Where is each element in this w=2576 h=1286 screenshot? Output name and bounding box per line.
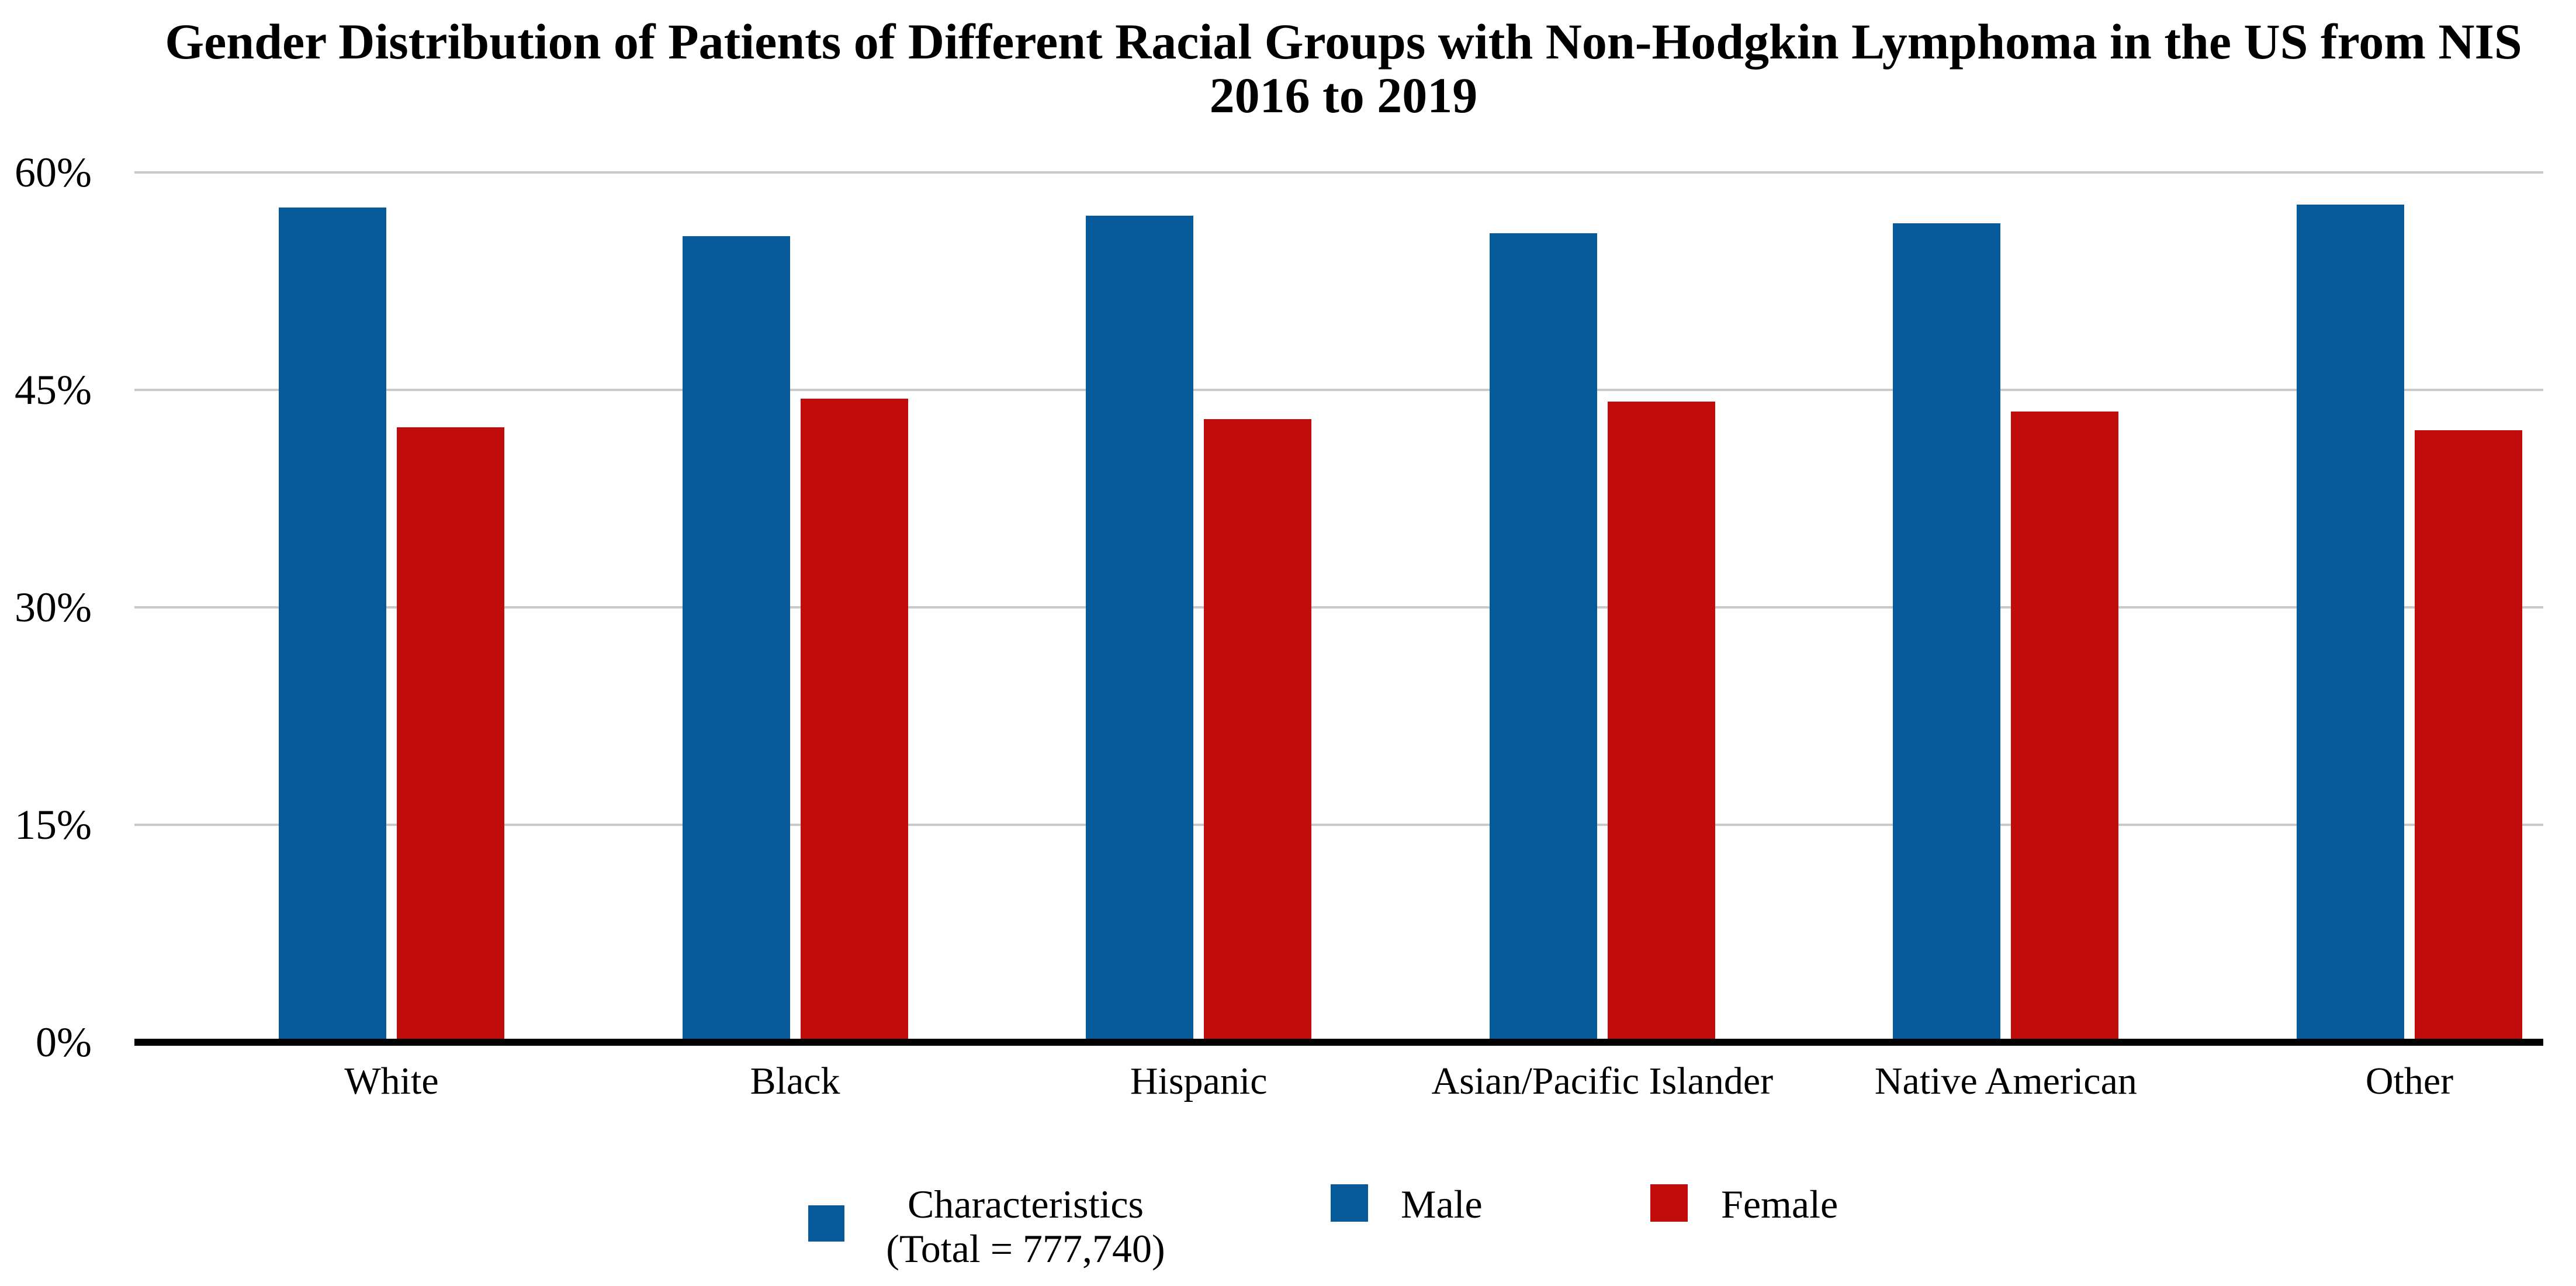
y-tick-label-0pct: 0% <box>36 1019 92 1066</box>
y-tick-label-45pct: 45% <box>15 367 92 413</box>
legend-swatch-male <box>1331 1184 1368 1222</box>
chart-title: Gender Distribution of Patients of Diffe… <box>111 15 2576 122</box>
legend-label-characteristics: Characteristics (Total = 777,740) <box>850 1182 1201 1271</box>
bar-female-hispanic <box>1204 419 1312 1042</box>
y-tick-label-15pct: 15% <box>15 801 92 848</box>
x-axis-line <box>134 1039 2543 1046</box>
y-tick-label-30pct: 30% <box>15 584 92 631</box>
bar-female-other <box>2415 430 2522 1042</box>
bar-male-asian-pacific-islander <box>1489 233 1597 1042</box>
bar-female-native-american <box>2011 412 2119 1042</box>
y-tick-label-60pct: 60% <box>15 149 92 196</box>
gridline-60pct <box>134 171 2543 174</box>
legend-label-female: Female <box>1721 1182 1838 1226</box>
bar-female-white <box>397 427 504 1042</box>
gridline-15pct <box>134 824 2543 826</box>
chart-title-line2: 2016 to 2019 <box>1209 67 1478 123</box>
bar-male-white <box>279 207 386 1042</box>
legend-swatch-female <box>1650 1184 1688 1222</box>
bar-female-asian-pacific-islander <box>1607 401 1715 1042</box>
bar-male-native-american <box>1893 223 2001 1042</box>
x-tick-label-other: Other <box>2365 1060 2454 1102</box>
chart-title-line1: Gender Distribution of Patients of Diffe… <box>165 13 2522 70</box>
legend-label-characteristics-line1: Characteristics <box>907 1182 1144 1226</box>
bar-male-black <box>682 236 790 1042</box>
x-tick-label-hispanic: Hispanic <box>1130 1060 1268 1102</box>
legend-label-characteristics-line2: (Total = 777,740) <box>886 1226 1165 1271</box>
bar-male-hispanic <box>1086 216 1194 1042</box>
x-tick-label-white: White <box>344 1060 439 1102</box>
legend-label-male: Male <box>1401 1182 1483 1226</box>
legend-swatch-characteristics <box>808 1205 844 1242</box>
plot-area <box>134 164 2543 1046</box>
bar-female-black <box>800 398 908 1042</box>
x-tick-label-asian-pacific-islander: Asian/Pacific Islander <box>1431 1060 1774 1102</box>
bar-male-other <box>2297 204 2404 1042</box>
gridline-45pct <box>134 389 2543 391</box>
x-tick-label-native-american: Native American <box>1874 1060 2137 1102</box>
x-tick-label-black: Black <box>750 1060 840 1102</box>
gridline-30pct <box>134 606 2543 609</box>
